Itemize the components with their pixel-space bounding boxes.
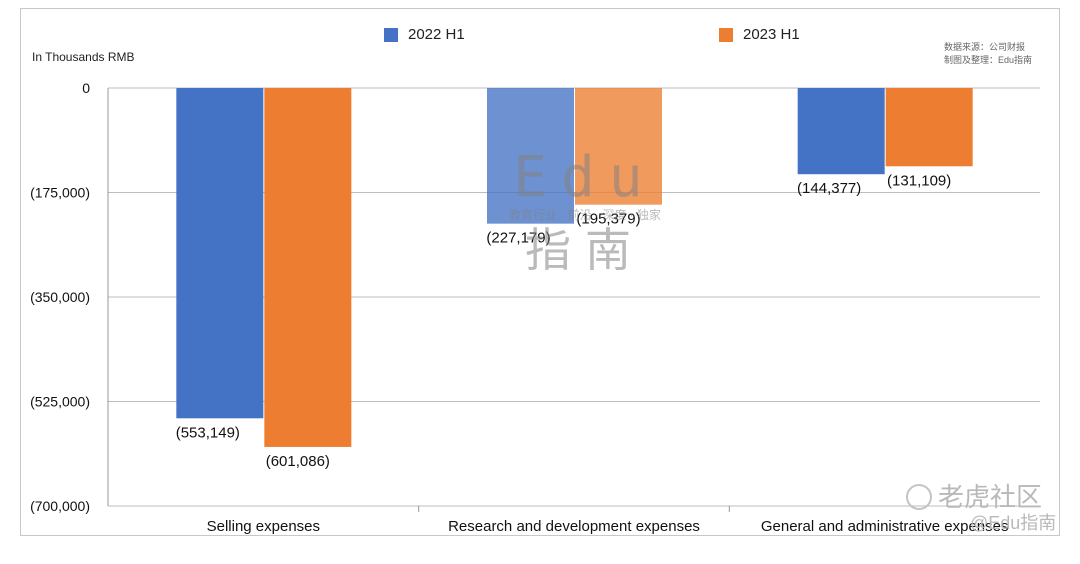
x-tick-label: Research and development expenses: [448, 518, 700, 535]
source-line: 数据来源：公司财报: [944, 42, 1026, 52]
chart-frame: [20, 8, 1060, 536]
data-label: (227,179): [486, 230, 550, 247]
data-label: (553,149): [176, 424, 240, 441]
data-label: (131,109): [887, 172, 951, 189]
y-tick-label: (175,000): [30, 185, 90, 201]
bar-2022-h1: [487, 88, 574, 224]
y-tick-label: (350,000): [30, 289, 90, 305]
data-label: (601,086): [266, 453, 330, 470]
footer-watermark-main: 老虎社区: [938, 482, 1043, 512]
watermark-edu: Edu: [513, 145, 657, 210]
legend-label-2023: 2023 H1: [743, 26, 800, 43]
legend-swatch-2023: [719, 27, 733, 42]
x-tick-label: Selling expenses: [207, 518, 320, 535]
legend-label-2022: 2022 H1: [408, 26, 465, 43]
bar-2023-h1: [575, 88, 662, 205]
y-tick-label: (525,000): [30, 394, 90, 410]
bar-2023-h1: [264, 88, 352, 447]
bar-2022-h1: [176, 88, 264, 419]
y-tick-label: (700,000): [30, 498, 90, 514]
unit-label: In Thousands RMB: [32, 50, 135, 64]
source-line: 制图及整理：Edu指南: [944, 55, 1033, 65]
data-label: (195,379): [576, 211, 640, 228]
legend-item-2023: 2023 H1: [719, 26, 800, 43]
legend-swatch-2022: [384, 27, 398, 42]
tiger-logo-icon: [906, 484, 932, 510]
watermark-guide: 指南: [525, 224, 645, 276]
footer-watermark: 老虎社区 @Edu指南: [906, 482, 1056, 534]
x-tick-label: General and administrative expenses: [761, 518, 1009, 535]
data-label: (144,377): [797, 180, 861, 197]
footer-watermark-sub: @Edu指南: [970, 513, 1057, 533]
y-tick-label: 0: [82, 80, 90, 96]
source-note: 数据来源：公司财报 制图及整理：Edu指南: [944, 41, 1032, 67]
bar-2023-h1: [885, 88, 973, 167]
center-watermark: Edu 教育行业 · 前沿 · 深度 · 独家 指南: [500, 148, 670, 278]
legend-item-2022: 2022 H1: [384, 26, 465, 43]
bar-2022-h1: [797, 88, 885, 175]
watermark-tagline: 教育行业 · 前沿 · 深度 · 独家: [509, 208, 661, 222]
